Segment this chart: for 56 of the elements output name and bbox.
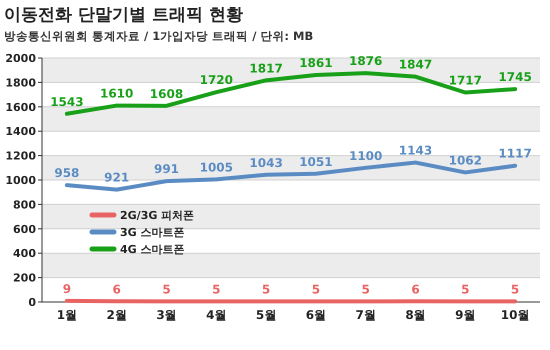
y-tick-label: 600 [13, 222, 36, 236]
data-label: 5 [262, 282, 270, 296]
data-label: 5 [461, 282, 470, 296]
data-label: 991 [154, 162, 180, 176]
y-tick-label: 1200 [5, 150, 36, 163]
x-tick-label: 6월 [306, 308, 326, 322]
data-label: 1005 [200, 160, 234, 174]
data-label: 5 [312, 282, 320, 296]
x-tick-label: 10월 [500, 308, 530, 322]
data-label: 1717 [448, 74, 482, 88]
data-label: 1543 [50, 94, 84, 109]
data-label: 6 [112, 282, 121, 296]
data-label: 1610 [100, 86, 134, 101]
legend-label: 2G/3G 피처폰 [120, 209, 194, 222]
data-label: 1051 [299, 154, 333, 169]
data-label: 921 [104, 170, 130, 185]
data-label: 1608 [150, 86, 184, 101]
y-tick-label: 400 [13, 247, 36, 260]
data-label: 1847 [398, 58, 432, 72]
data-label: 5 [212, 282, 220, 296]
data-label: 5 [362, 282, 370, 296]
data-label: 1817 [249, 61, 283, 76]
x-tick-label: 9월 [455, 308, 476, 322]
data-label: 1117 [498, 146, 532, 161]
y-tick-label: 1800 [5, 76, 36, 90]
data-label: 1876 [348, 54, 382, 68]
y-tick-label: 1600 [5, 100, 36, 114]
data-label: 958 [54, 166, 80, 180]
legend-label: 4G 스마트폰 [120, 243, 185, 256]
x-tick-label: 5월 [256, 308, 276, 322]
data-label: 9 [62, 282, 72, 296]
y-tick-label: 0 [28, 296, 36, 309]
chart-title: 이동전화 단말기별 트래픽 현황 [4, 5, 243, 25]
data-label: 5 [510, 282, 520, 296]
data-label: 1143 [398, 144, 432, 158]
y-tick-label: 1400 [5, 125, 36, 138]
x-tick-label: 2월 [106, 308, 127, 322]
y-tick-label: 2000 [5, 52, 36, 65]
legend-label: 3G 스마트폰 [120, 226, 185, 239]
x-tick-label: 4월 [206, 308, 226, 322]
data-label: 5 [162, 282, 171, 296]
x-tick-label: 1월 [56, 308, 78, 322]
data-label: 1720 [200, 73, 234, 88]
x-tick-label: 3월 [156, 308, 177, 322]
y-tick-label: 800 [13, 198, 36, 212]
data-label: 1062 [448, 153, 482, 168]
data-label: 1100 [348, 148, 382, 163]
data-label: 6 [411, 282, 420, 296]
data-label: 1745 [498, 70, 532, 84]
y-tick-label: 1000 [5, 174, 36, 187]
y-tick-label: 200 [13, 272, 36, 285]
data-label: 1861 [299, 56, 333, 70]
data-label: 1043 [249, 156, 283, 170]
x-tick-label: 7월 [356, 308, 376, 322]
x-tick-label: 8월 [405, 308, 426, 322]
chart-subtitle: 방송통신위원회 통계자료 / 1가입자당 트래픽 / 단위: MB [4, 29, 314, 43]
